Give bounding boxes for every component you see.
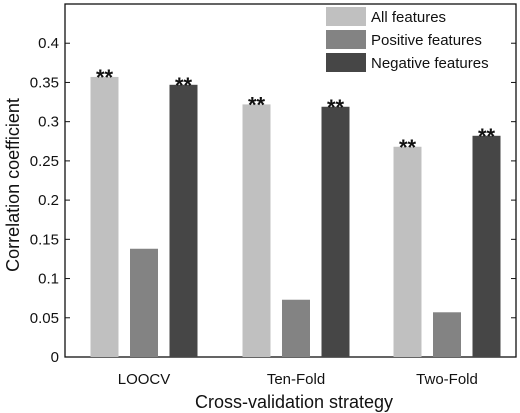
- legend-label: Negative features: [371, 55, 489, 72]
- bar: [433, 312, 461, 357]
- x-tick-label: LOOCV: [118, 371, 171, 388]
- x-tick-label: Ten-Fold: [267, 371, 325, 388]
- y-tick-label: 0: [51, 349, 59, 366]
- x-axis-title: Cross-validation strategy: [195, 392, 393, 412]
- y-tick-label: 0.25: [30, 153, 59, 170]
- bar: [242, 104, 271, 357]
- y-tick-label: 0.2: [38, 192, 59, 209]
- significance-label: **: [248, 92, 266, 117]
- bar: [393, 146, 422, 357]
- legend-swatch: [326, 30, 366, 49]
- y-tick-label: 0.4: [38, 35, 59, 52]
- legend-swatch: [326, 53, 366, 72]
- y-tick-label: 0.35: [30, 74, 59, 91]
- y-tick-label: 0.1: [38, 271, 59, 288]
- legend-swatch: [326, 7, 366, 26]
- bar: [321, 106, 350, 357]
- y-tick-label: 0.05: [30, 310, 59, 327]
- y-tick-label: 0.15: [30, 231, 59, 248]
- legend-label: All features: [371, 9, 446, 26]
- y-axis-title: Correlation coefficient: [3, 98, 23, 272]
- bar: [130, 248, 158, 357]
- significance-label: **: [96, 65, 114, 90]
- bar: [282, 299, 310, 357]
- significance-label: **: [327, 95, 345, 120]
- y-tick-label: 0.3: [38, 114, 59, 131]
- legend-label: Positive features: [371, 32, 482, 49]
- significance-label: **: [399, 135, 417, 160]
- plot-area: 0 0.05 0.1 0.15 0.2 0.25 0.3 0.35 0.4 LOOCV ** ** Te…: [30, 3, 517, 388]
- significance-label: **: [175, 73, 193, 98]
- bar: [472, 135, 501, 357]
- x-tick-label: Two-Fold: [416, 371, 478, 388]
- bar: [90, 76, 119, 357]
- significance-label: **: [478, 124, 496, 149]
- bar: [169, 84, 198, 357]
